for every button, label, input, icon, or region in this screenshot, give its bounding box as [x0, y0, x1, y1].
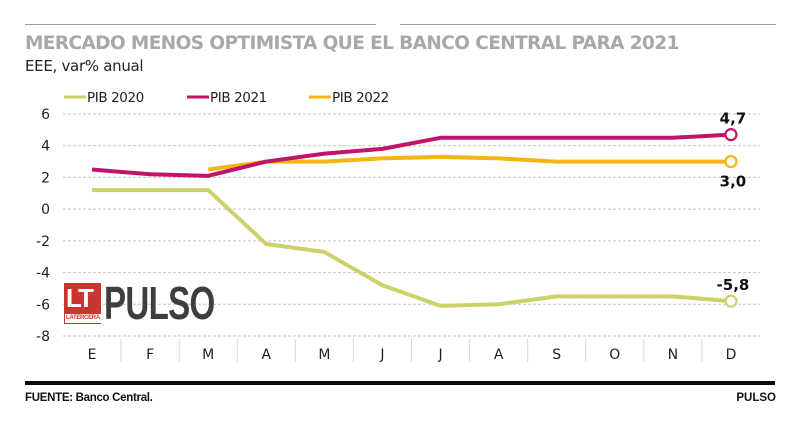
la-tercera-badge: LT LATERCERA: [64, 283, 102, 324]
y-tick-label: -4: [36, 266, 50, 282]
series-line-pib-2022: [207, 154, 731, 172]
bottom-rule: [25, 381, 775, 385]
legend: PIB 2020 PIB 2021 PIB 2022: [64, 90, 389, 106]
gridlines: [63, 113, 760, 337]
end-value-label: 4,7: [720, 110, 747, 128]
y-tick-label: 2: [41, 170, 50, 186]
end-value-label: 3,0: [720, 173, 747, 191]
y-tick-label: -6: [36, 297, 50, 313]
end-marker: [724, 294, 738, 308]
logo-badge-text: LT: [66, 283, 94, 313]
x-tick-label: M: [318, 347, 330, 363]
x-tick-label: O: [609, 347, 620, 363]
x-tick-label: M: [202, 347, 214, 363]
end-marker: [724, 154, 738, 169]
x-tick-label: S: [552, 347, 561, 363]
y-tick-label: 0: [41, 202, 50, 218]
legend-label: PIB 2022: [332, 90, 389, 106]
y-tick-label: 4: [41, 139, 50, 155]
end-labels: -5,8 3,0 4,7: [717, 110, 750, 295]
chart-title: MERCADO MENOS OPTIMISTA QUE EL BANCO CEN…: [25, 33, 679, 54]
logo-badge-subtext: LATERCERA: [65, 314, 102, 323]
x-tick-label: A: [262, 347, 272, 363]
x-tick-label: D: [726, 347, 737, 363]
legend-label: PIB 2020: [87, 90, 144, 106]
x-tick-label: N: [668, 347, 678, 363]
logo-wordmark: PULSO: [104, 277, 215, 329]
chart-subtitle: EEE, var% anual: [25, 57, 144, 75]
y-tick-labels: 6 4 2 0 -2 -4 -6 -8: [36, 107, 50, 345]
x-tick-label: F: [146, 347, 154, 363]
end-value-label: -5,8: [717, 276, 750, 294]
y-tick-label: -2: [36, 234, 50, 250]
series-line-pib-2021: [91, 132, 732, 178]
legend-label: PIB 2021: [210, 90, 267, 106]
series-lines: [91, 128, 738, 308]
series-line-pib-2020: [92, 188, 732, 308]
x-tick-label: J: [437, 347, 442, 363]
y-tick-label: 6: [41, 107, 50, 123]
x-tick-label: A: [494, 347, 504, 363]
y-tick-label: -8: [36, 329, 50, 345]
x-tick-label: J: [379, 347, 384, 363]
x-tick-label: E: [88, 347, 97, 363]
end-marker: [724, 128, 738, 142]
pulso-logo: LT LATERCERA PULSO: [64, 277, 257, 329]
top-rule-right: [400, 24, 776, 25]
top-rule: [25, 24, 376, 25]
credit: PULSO: [736, 392, 776, 404]
source-note: FUENTE: Banco Central.: [25, 392, 153, 404]
